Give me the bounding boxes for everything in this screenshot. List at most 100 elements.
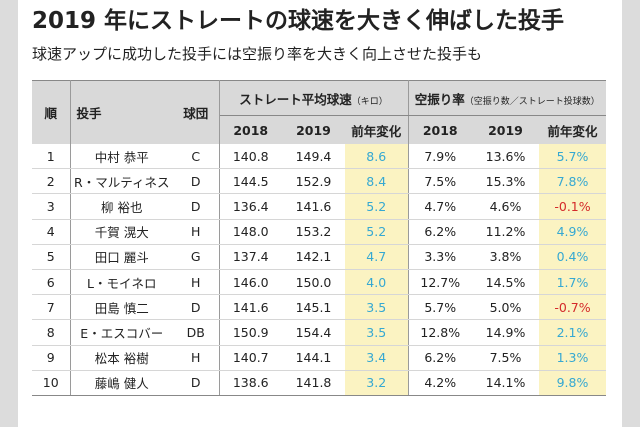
speed-unit: （キロ） — [351, 96, 388, 107]
whiff-2019-header: 2019 — [472, 115, 539, 144]
whiff-2018-cell: 12.8% — [408, 319, 472, 346]
whiff-2018-cell: 6.2% — [408, 219, 472, 245]
pitcher-name-cell: 田島 慎二 — [70, 294, 173, 321]
team-cell: H — [173, 269, 220, 296]
speed-2018-cell: 150.9 — [219, 319, 282, 346]
speed-2019-header: 2019 — [282, 115, 345, 144]
whiff-change-cell: 7.8% — [539, 168, 606, 195]
rank-header: 順 — [32, 80, 71, 144]
whiff-2019-cell: 11.2% — [472, 219, 539, 245]
speed-group-header: ストレート平均球速（キロ） — [219, 80, 409, 116]
whiff-2019-cell: 3.8% — [472, 244, 539, 270]
pitcher-name-cell: 藤嶋 健人 — [70, 370, 173, 396]
team-cell: H — [173, 219, 220, 245]
speed-2019-cell: 150.0 — [282, 269, 345, 296]
whiff-change-cell: -0.1% — [539, 193, 606, 220]
whiff-change-cell: 2.1% — [539, 319, 606, 346]
speed-2019-cell: 141.6 — [282, 193, 345, 220]
speed-2019-cell: 141.8 — [282, 370, 345, 396]
whiff-2018-cell: 3.3% — [408, 244, 472, 270]
figure-title: 2019 年にストレートの球速を大きく伸ばした投手 — [32, 8, 565, 34]
rank-cell: 1 — [32, 144, 71, 170]
speed-2019-cell: 152.9 — [282, 168, 345, 195]
speed-change-cell: 4.0 — [345, 269, 409, 296]
table-row: 3 柳 裕也 D 136.4 141.6 5.2 4.7% 4.6% -0.1% — [32, 193, 606, 220]
team-cell: C — [173, 144, 220, 170]
whiff-2019-cell: 14.1% — [472, 370, 539, 396]
pitcher-name-cell: 中村 恭平 — [70, 144, 173, 170]
speed-2018-cell: 148.0 — [219, 219, 282, 245]
whiff-change-cell: 4.9% — [539, 219, 606, 245]
team-cell: G — [173, 244, 220, 270]
whiff-2018-cell: 7.9% — [408, 144, 472, 170]
pitcher-speed-table: 順 投手 球団 ストレート平均球速（キロ） 空振り率（空振り数／ストレート投球数… — [32, 80, 606, 396]
speed-change-header: 前年変化 — [345, 115, 409, 144]
speed-2018-cell: 141.6 — [219, 294, 282, 321]
speed-change-cell: 3.5 — [345, 319, 409, 346]
table-row: 2 R・マルティネス D 144.5 152.9 8.4 7.5% 15.3% … — [32, 168, 606, 195]
rank-cell: 10 — [32, 370, 71, 396]
table-row: 6 L・モイネロ H 146.0 150.0 4.0 12.7% 14.5% 1… — [32, 269, 606, 296]
pitcher-header: 投手 — [70, 80, 173, 144]
table-row: 9 松本 裕樹 H 140.7 144.1 3.4 6.2% 7.5% 1.3% — [32, 345, 606, 371]
rank-cell: 6 — [32, 269, 71, 296]
speed-change-cell: 3.5 — [345, 294, 409, 321]
rank-cell: 9 — [32, 345, 71, 371]
speed-2018-cell: 140.8 — [219, 144, 282, 170]
pitcher-name-cell: L・モイネロ — [70, 269, 173, 296]
whiff-2018-header: 2018 — [408, 115, 472, 144]
speed-2018-cell: 136.4 — [219, 193, 282, 220]
speed-2018-cell: 144.5 — [219, 168, 282, 195]
whiff-group-title: 空振り率 — [414, 91, 465, 107]
speed-change-cell: 5.2 — [345, 193, 409, 220]
pitcher-name-cell: 田口 麗斗 — [70, 244, 173, 270]
article-figure: 2019 年にストレートの球速を大きく伸ばした投手 球速アップに成功した投手には… — [18, 0, 622, 427]
table-row: 7 田島 慎二 D 141.6 145.1 3.5 5.7% 5.0% -0.7… — [32, 294, 606, 321]
table-row: 5 田口 麗斗 G 137.4 142.1 4.7 3.3% 3.8% 0.4% — [32, 244, 606, 270]
whiff-group-header: 空振り率（空振り数／ストレート投球数） — [408, 80, 606, 116]
pitcher-name-cell: 柳 裕也 — [70, 193, 173, 220]
whiff-2019-cell: 5.0% — [472, 294, 539, 321]
speed-group-title: ストレート平均球速 — [239, 91, 352, 107]
speed-change-cell: 4.7 — [345, 244, 409, 270]
speed-change-cell: 3.2 — [345, 370, 409, 396]
pitcher-name-cell: E・エスコバー — [70, 319, 173, 346]
team-cell: D — [173, 193, 220, 220]
whiff-change-header: 前年変化 — [539, 115, 606, 144]
table-row: 8 E・エスコバー DB 150.9 154.4 3.5 12.8% 14.9%… — [32, 319, 606, 346]
speed-change-cell: 8.4 — [345, 168, 409, 195]
speed-2019-cell: 154.4 — [282, 319, 345, 346]
whiff-2018-cell: 4.2% — [408, 370, 472, 396]
speed-2018-cell: 140.7 — [219, 345, 282, 371]
whiff-2018-cell: 4.7% — [408, 193, 472, 220]
whiff-2018-cell: 5.7% — [408, 294, 472, 321]
speed-change-cell: 5.2 — [345, 219, 409, 245]
whiff-2018-cell: 12.7% — [408, 269, 472, 296]
whiff-change-cell: 1.7% — [539, 269, 606, 296]
speed-change-cell: 3.4 — [345, 345, 409, 371]
speed-2019-cell: 145.1 — [282, 294, 345, 321]
speed-2018-cell: 138.6 — [219, 370, 282, 396]
speed-2018-cell: 146.0 — [219, 269, 282, 296]
whiff-note: （空振り数／ストレート投球数） — [464, 96, 600, 107]
team-cell: D — [173, 168, 220, 195]
figure-subtitle: 球速アップに成功した投手には空振り率を大きく向上させた投手も — [32, 45, 483, 63]
whiff-2019-cell: 7.5% — [472, 345, 539, 371]
team-cell: DB — [173, 319, 220, 346]
whiff-2019-cell: 4.6% — [472, 193, 539, 220]
whiff-2018-cell: 7.5% — [408, 168, 472, 195]
speed-2019-cell: 149.4 — [282, 144, 345, 170]
rank-cell: 7 — [32, 294, 71, 321]
whiff-change-cell: 1.3% — [539, 345, 606, 371]
pitcher-name-cell: 千賀 滉大 — [70, 219, 173, 245]
whiff-2019-cell: 14.5% — [472, 269, 539, 296]
speed-2019-cell: 144.1 — [282, 345, 345, 371]
table-row: 1 中村 恭平 C 140.8 149.4 8.6 7.9% 13.6% 5.7… — [32, 144, 606, 170]
rank-cell: 3 — [32, 193, 71, 220]
speed-2019-cell: 142.1 — [282, 244, 345, 270]
team-cell: D — [173, 370, 220, 396]
whiff-2019-cell: 14.9% — [472, 319, 539, 346]
whiff-2019-cell: 13.6% — [472, 144, 539, 170]
whiff-change-cell: 0.4% — [539, 244, 606, 270]
table-row: 10 藤嶋 健人 D 138.6 141.8 3.2 4.2% 14.1% 9.… — [32, 370, 606, 396]
